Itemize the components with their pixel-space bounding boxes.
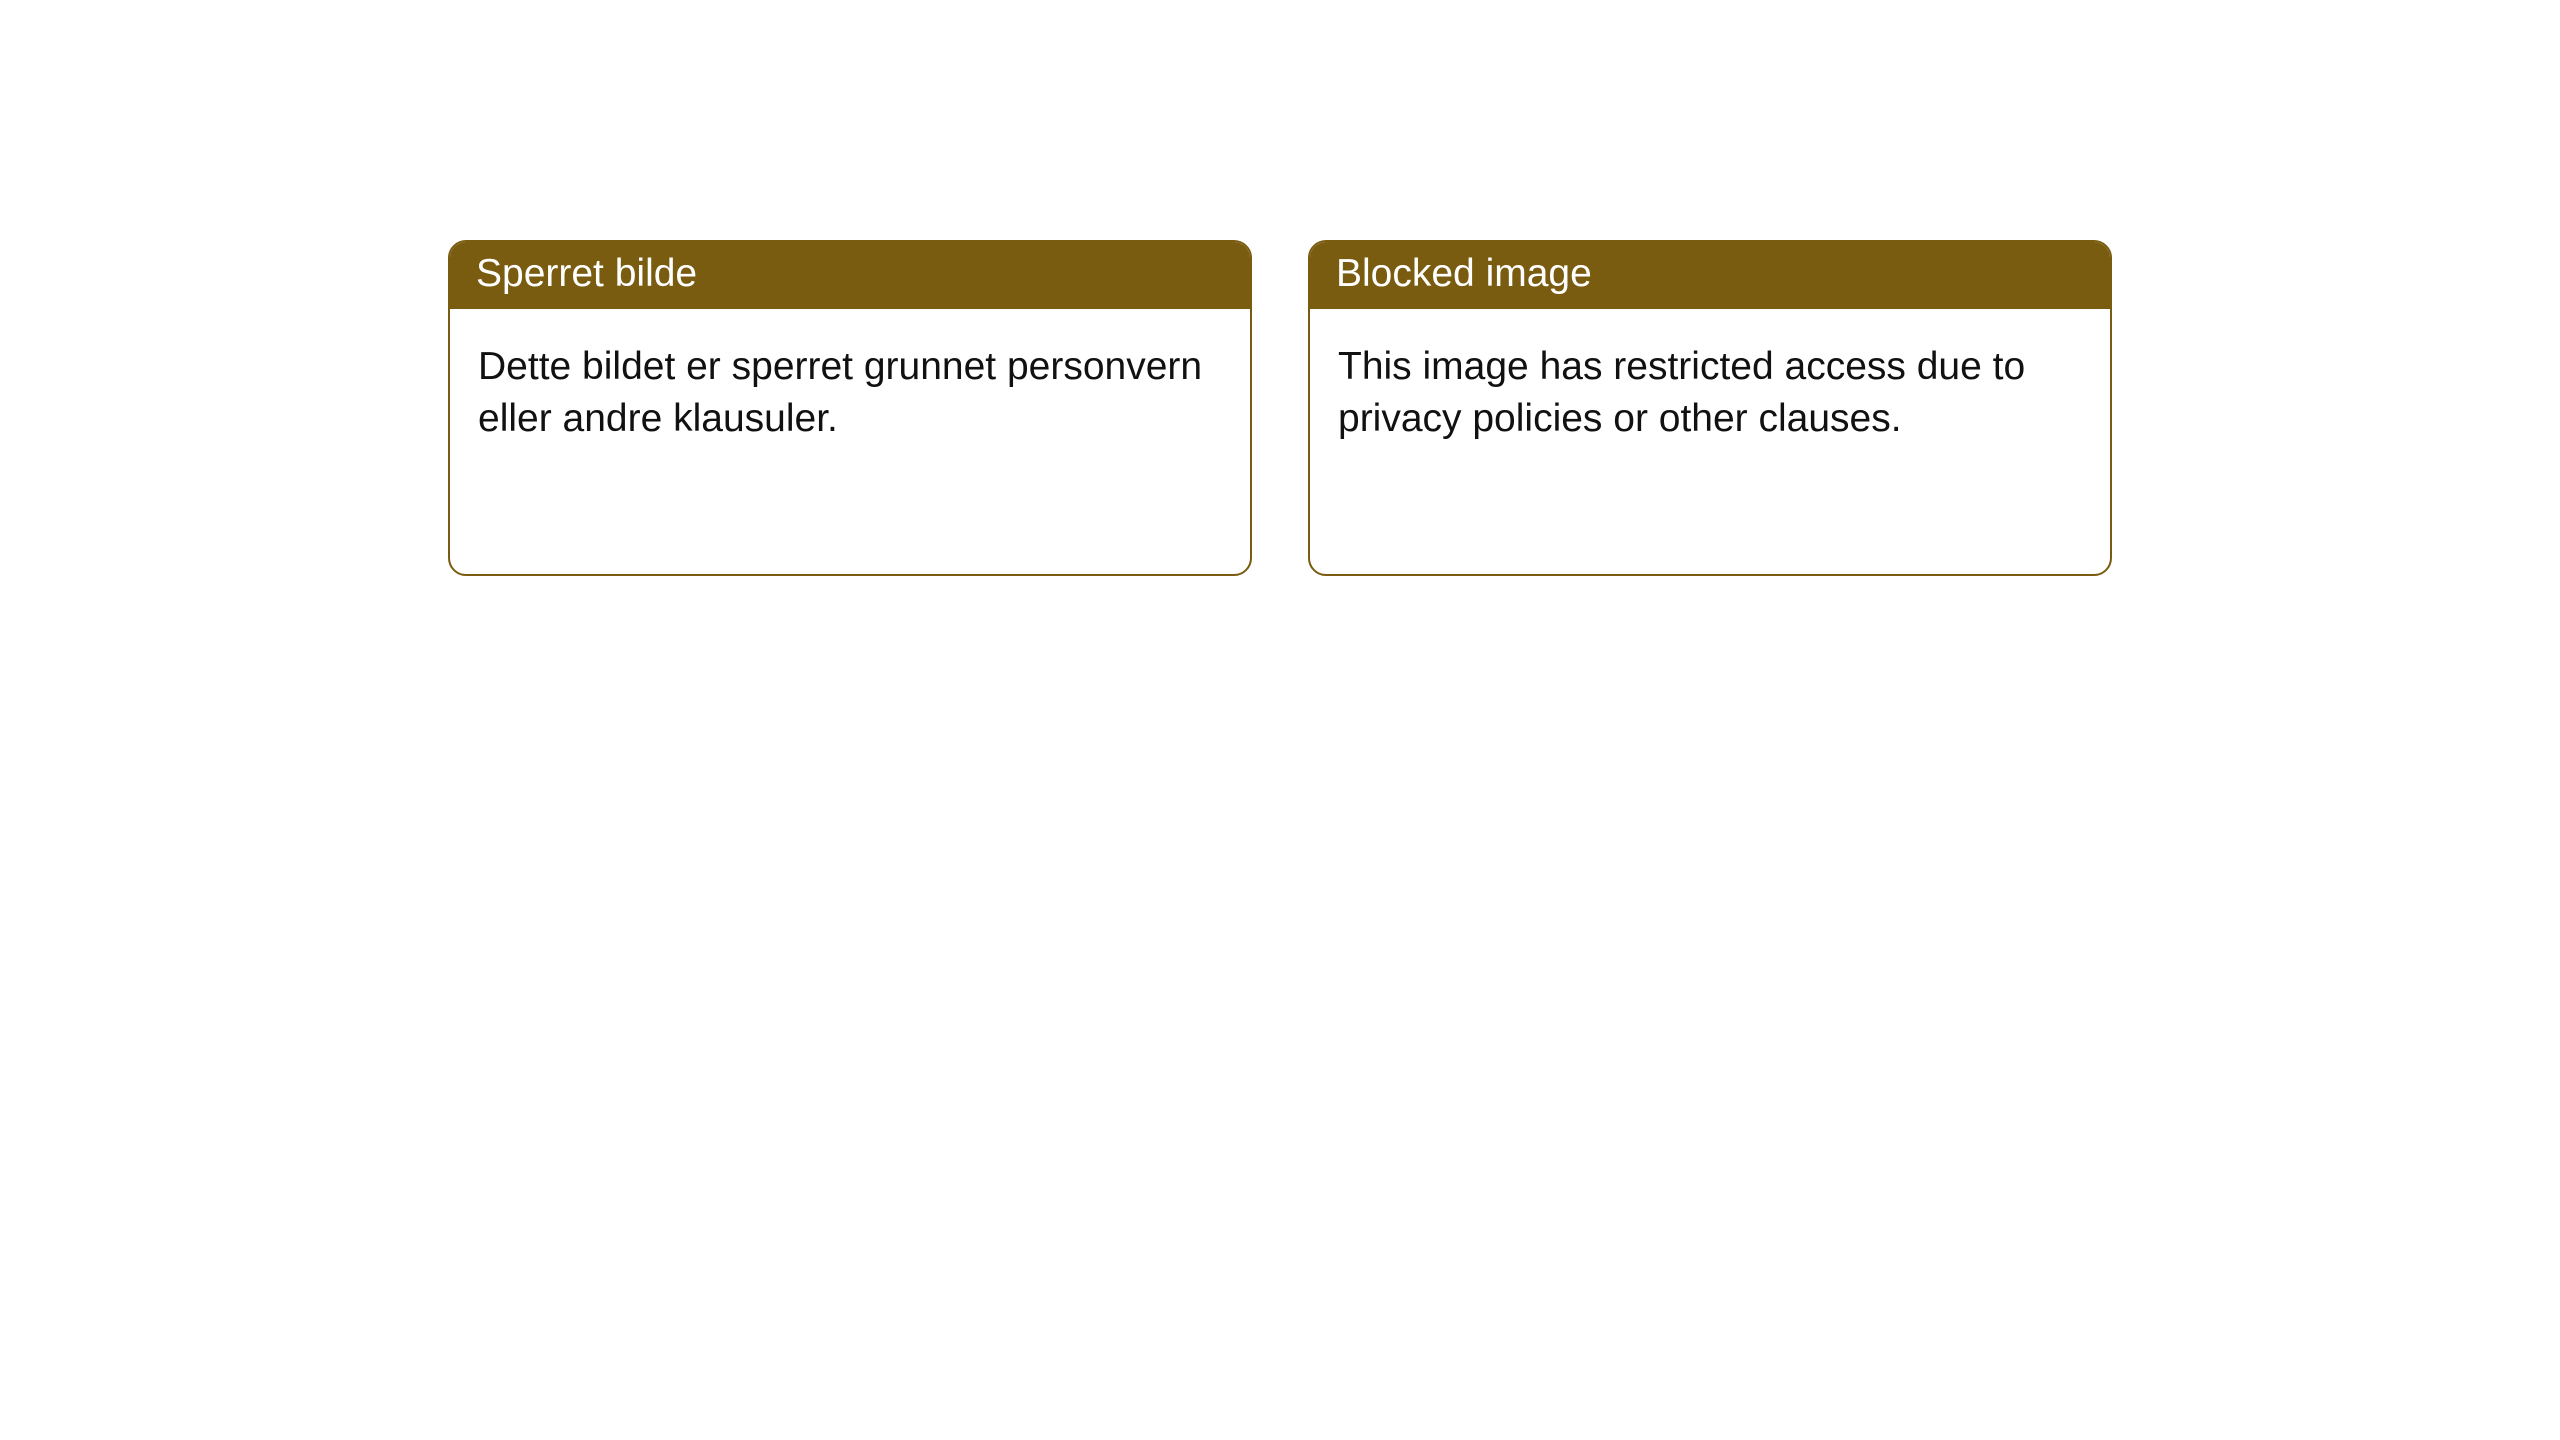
notice-container: Sperret bilde Dette bildet er sperret gr… — [0, 0, 2560, 576]
notice-card-english: Blocked image This image has restricted … — [1308, 240, 2112, 576]
notice-card-title: Sperret bilde — [450, 242, 1250, 309]
notice-card-title: Blocked image — [1310, 242, 2110, 309]
notice-card-body: This image has restricted access due to … — [1310, 309, 2110, 574]
notice-card-norwegian: Sperret bilde Dette bildet er sperret gr… — [448, 240, 1252, 576]
notice-card-body: Dette bildet er sperret grunnet personve… — [450, 309, 1250, 574]
